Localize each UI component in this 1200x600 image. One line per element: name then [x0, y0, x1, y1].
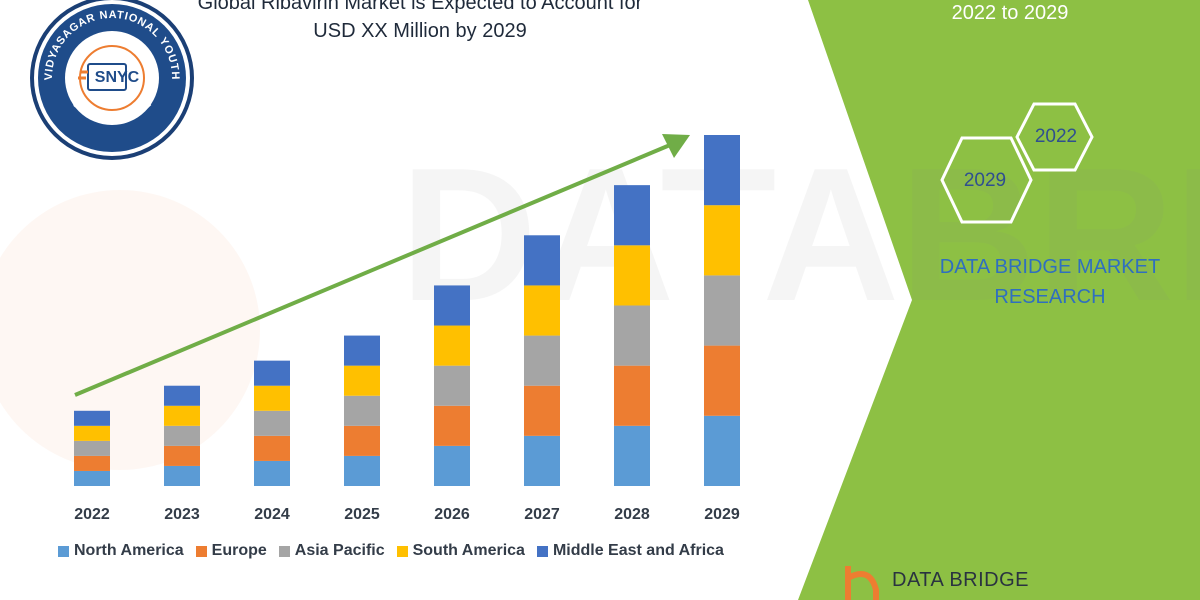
snyc-badge: VIDYASAGAR NATIONAL YOUTH COMPUTER CENTR… — [30, 0, 194, 160]
bar-segment-2025-0 — [344, 455, 380, 486]
bar-segment-2024-2 — [254, 410, 290, 436]
bar-segment-2024-4 — [254, 360, 290, 386]
bar-segment-2028-2 — [614, 305, 650, 366]
hex-2029-icon — [940, 136, 1033, 224]
bar-segment-2025-4 — [344, 335, 380, 366]
legend-swatch — [58, 545, 69, 557]
bar-segment-2028-3 — [614, 245, 650, 306]
bar-segment-2029-2 — [704, 275, 740, 346]
hex-2022-label: 2022 — [1034, 126, 1078, 147]
bar-segment-2023-2 — [164, 425, 200, 446]
bar-segment-2029-1 — [704, 345, 740, 416]
x-tick-label: 2025 — [344, 506, 380, 523]
bar-segment-2023-4 — [164, 385, 200, 406]
footer-brand: DATA BRIDGE — [892, 569, 1030, 591]
x-tick-label: 2024 — [254, 506, 290, 523]
brand-name-line2: RESEARCH — [994, 286, 1106, 308]
x-tick-label: 2029 — [704, 506, 740, 523]
bar-segment-2026-1 — [434, 405, 470, 446]
legend-swatch — [536, 545, 548, 557]
x-tick-label: 2027 — [524, 506, 560, 523]
bar-segment-2028-4 — [614, 185, 650, 246]
sidebar-panel — [798, 0, 1200, 600]
bar-segment-2027-4 — [524, 235, 560, 286]
brand-name-line1: DATA BRIDGE MARKET — [939, 256, 1161, 278]
bar-segment-2023-3 — [164, 405, 200, 426]
bar-segment-2022-1 — [74, 455, 110, 471]
bar-segment-2028-1 — [614, 365, 650, 426]
bar-segment-2024-1 — [254, 435, 290, 461]
bar-segment-2029-0 — [704, 415, 740, 486]
chart-title-line1: Global Ribavirin Market is Expected to A… — [197, 0, 643, 14]
bar-segment-2029-4 — [704, 135, 740, 206]
trend-arrow — [74, 143, 671, 397]
bar-segment-2025-2 — [344, 395, 380, 426]
bar-segment-2024-0 — [254, 460, 290, 486]
legend-item: North America — [58, 542, 184, 560]
bar-segment-2028-0 — [614, 425, 650, 486]
x-tick-label: 2026 — [434, 506, 470, 523]
bar-segment-2025-3 — [344, 365, 380, 396]
bar-segment-2027-2 — [524, 335, 560, 386]
legend-label: Europe — [211, 542, 267, 559]
bar-segment-2022-0 — [74, 470, 110, 486]
chart-title-line2: USD XX Million by 2029 — [313, 20, 527, 42]
legend-swatch — [195, 545, 207, 557]
bar-segment-2023-0 — [164, 465, 200, 486]
legend-item: Middle East and Africa — [536, 542, 724, 560]
bar-segment-2027-1 — [524, 385, 560, 436]
bar-segment-2024-3 — [254, 385, 290, 411]
bar-segment-2026-4 — [434, 285, 470, 326]
data-bridge-logo-icon — [845, 566, 879, 600]
legend-swatch — [396, 545, 408, 557]
bar-segment-2022-2 — [74, 440, 110, 456]
trend-arrow-head — [662, 134, 690, 158]
badge-logo-text: SNYC — [95, 69, 140, 86]
bar-segment-2027-0 — [524, 435, 560, 486]
x-tick-label: 2028 — [614, 506, 650, 523]
chart-x-ticks: 2022 2023 2024 2025 2026 2027 2028 2029 — [74, 506, 740, 523]
legend-swatch — [278, 545, 290, 557]
legend-item: Asia Pacific — [278, 542, 385, 560]
legend-label: Asia Pacific — [294, 542, 385, 559]
hex-2022-icon — [1015, 102, 1094, 172]
bar-segment-2022-3 — [74, 425, 110, 441]
legend-label: Middle East and Africa — [552, 542, 724, 559]
hex-2029-label: 2029 — [963, 170, 1007, 191]
bar-segment-2025-1 — [344, 425, 380, 456]
bar-segment-2026-2 — [434, 365, 470, 406]
chart-legend: North America Europe Asia Pacific South Ame… — [58, 539, 724, 563]
bar-segment-2026-0 — [434, 445, 470, 486]
x-tick-label: 2022 — [74, 506, 110, 523]
chart-bars — [74, 135, 740, 486]
legend-item: Europe — [195, 542, 267, 560]
legend-label: North America — [74, 542, 184, 559]
bar-segment-2029-3 — [704, 205, 740, 276]
period-label: 2022 to 2029 — [951, 2, 1069, 24]
bar-segment-2022-4 — [74, 410, 110, 426]
legend-item: South America — [396, 542, 525, 560]
x-tick-label: 2023 — [164, 506, 200, 523]
watermark-left — [0, 190, 260, 470]
bar-segment-2027-3 — [524, 285, 560, 336]
legend-label: South America — [412, 542, 525, 559]
bar-segment-2023-1 — [164, 445, 200, 466]
bar-segment-2026-3 — [434, 325, 470, 366]
